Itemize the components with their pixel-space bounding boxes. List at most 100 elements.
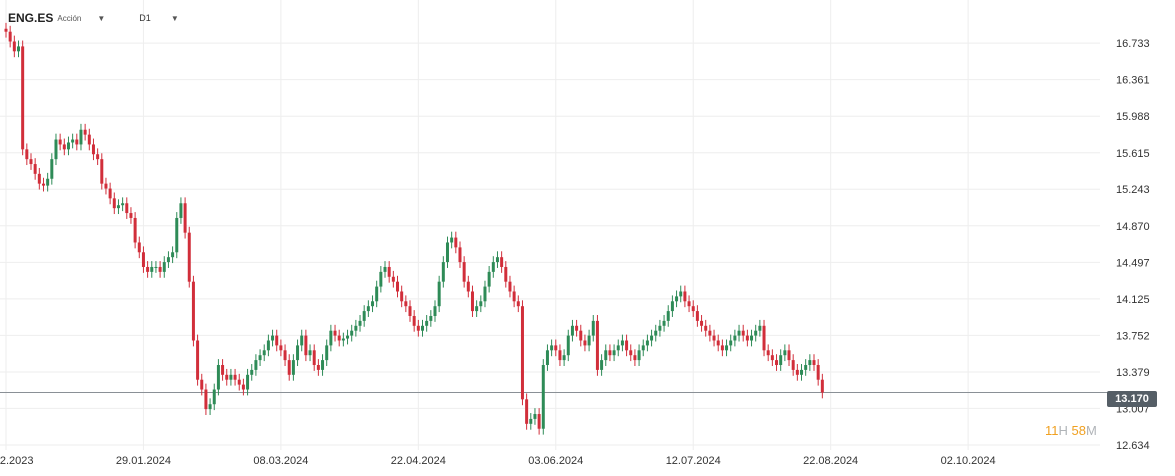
candle-up (121, 203, 125, 206)
candle-down (537, 414, 541, 429)
candle-down (458, 247, 462, 263)
candle-down (404, 301, 408, 307)
candle-up (208, 404, 212, 410)
candle-up (421, 325, 424, 331)
candle-down (712, 335, 716, 341)
candle-down (125, 203, 129, 214)
candle-up (171, 252, 175, 258)
candle-down (745, 335, 749, 341)
candle-down (241, 384, 245, 390)
candle-down (470, 291, 474, 312)
countdown-hours: 11 (1045, 423, 1059, 438)
candle-up (250, 369, 254, 375)
candle-up (529, 418, 533, 424)
candle-down (700, 320, 704, 326)
candle-up (271, 335, 275, 341)
x-tick-label: 14.12.2023 (0, 455, 34, 467)
y-tick-label: 14.497 (1116, 257, 1150, 269)
candle-up (329, 330, 333, 346)
y-tick-label: 14.870 (1116, 221, 1150, 233)
candle-up (383, 266, 387, 272)
y-tick-label: 16.361 (1116, 75, 1150, 87)
y-tick-label: 15.988 (1116, 111, 1150, 123)
candle-down (704, 325, 708, 331)
candle-down (141, 252, 145, 267)
candle-down (41, 183, 45, 186)
candle-down (21, 46, 25, 150)
candle-down (12, 41, 16, 52)
candle-down (579, 330, 583, 341)
candle-up (296, 345, 300, 361)
candle-down (454, 237, 458, 248)
candle-down (204, 389, 208, 410)
candle-down (91, 144, 95, 155)
candle-down (625, 340, 629, 351)
candle-down (583, 340, 587, 346)
candle-down (508, 281, 512, 292)
candle-up (437, 281, 441, 307)
candle-up (616, 345, 620, 351)
candle-down (83, 129, 87, 135)
candle-up (425, 320, 429, 326)
candle-up (754, 330, 758, 336)
candle-up (258, 355, 262, 361)
candle-up (654, 330, 658, 336)
symbol-label[interactable]: ENG.ES (8, 11, 54, 25)
candle-down (741, 330, 745, 336)
candle-up (550, 345, 554, 351)
candle-down (104, 183, 108, 189)
candle-up (566, 335, 570, 356)
candle-down (683, 291, 687, 302)
candle-down (770, 355, 774, 361)
candle-up (71, 139, 75, 143)
candle-down (575, 325, 579, 331)
candle-up (254, 360, 258, 370)
candle-down (396, 281, 400, 292)
timeframe-selector[interactable]: D1 ▼ (139, 13, 178, 23)
candle-down (462, 262, 466, 282)
candle-up (783, 350, 787, 356)
candle-down (312, 350, 316, 366)
candle-down (4, 28, 8, 32)
candle-up (591, 320, 595, 336)
candle-up (800, 369, 804, 375)
candle-down (75, 139, 79, 145)
timeframe-label: D1 (139, 13, 151, 23)
candle-down (525, 399, 529, 424)
candle-down (554, 345, 558, 351)
caret-down-icon[interactable]: ▼ (97, 13, 106, 23)
candle-down (695, 311, 699, 321)
candle-up (154, 266, 158, 268)
candle-up (50, 159, 54, 179)
candle-up (162, 262, 166, 272)
candle-down (58, 139, 62, 145)
candle-down (795, 369, 799, 375)
candle-down (687, 301, 691, 307)
candle-up (175, 217, 179, 253)
candle-up (658, 325, 662, 331)
candle-down (333, 330, 337, 336)
candle-up (725, 345, 729, 351)
x-tick-label: 12.07.2024 (666, 455, 721, 467)
candle-down (558, 350, 562, 361)
x-tick-label: 29.01.2024 (116, 455, 171, 467)
candle-down (820, 379, 824, 393)
candle-up (541, 365, 545, 429)
candle-down (108, 188, 112, 199)
caret-down-icon[interactable]: ▼ (170, 13, 179, 23)
candle-up (375, 286, 379, 302)
candle-up (54, 139, 58, 160)
candle-down (408, 306, 412, 316)
y-tick-label: 15.615 (1116, 148, 1150, 160)
candle-down (225, 374, 229, 380)
countdown-minutes: 58 (1071, 423, 1086, 438)
countdown-hours-unit: H (1058, 423, 1068, 438)
candle-down (87, 134, 91, 145)
chart-header: ENG.ES Acción ▼ D1 ▼ (8, 8, 179, 28)
current-price-tag: 13.170 (1107, 391, 1157, 407)
candle-down (233, 374, 237, 380)
candle-down (762, 325, 766, 351)
candle-up (487, 271, 491, 287)
candle-down (633, 355, 637, 361)
